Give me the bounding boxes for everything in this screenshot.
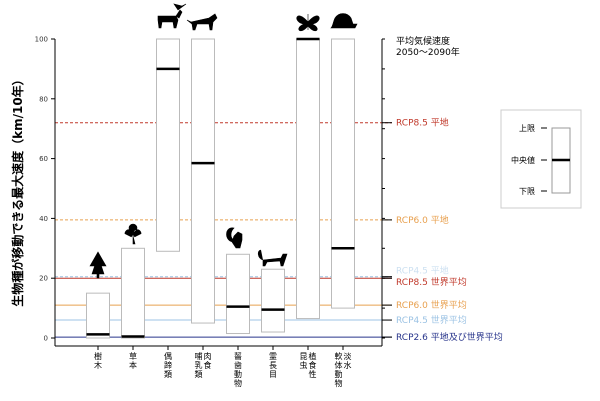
monkey-icon [257,249,288,267]
category-label-glyph: 食 [204,360,212,370]
boxes [86,37,355,339]
category-label-glyph: 体 [335,360,343,370]
category-label-5: 霊長目 [269,352,277,379]
category-label-glyph: 物 [335,378,343,388]
y-tick-label: 20 [39,275,48,283]
box-3 [191,38,215,324]
category-label-1: 草本 [129,351,137,370]
box-4 [226,253,250,335]
y-tick-label: 40 [39,215,48,223]
category-label-glyph: 昆 [300,352,308,361]
category-label-0: 樹木 [94,351,102,370]
tree-icon [89,251,107,279]
category-label-glyph: 草 [129,351,137,361]
category-label-glyph: 乳 [195,360,203,370]
category-label-glyph: 植 [309,351,317,361]
y-axis-label: 生物種が移動できる最大速度（km/10年） [10,73,25,306]
wolf-icon [186,13,218,31]
category-label-glyph: 木 [94,360,102,370]
category-label-glyph: 水 [344,360,352,370]
category-label-glyph: 類 [164,369,172,379]
category-label-glyph: 動 [234,370,242,379]
category-label-glyph: 哺 [195,351,203,361]
category-label-glyph: 樹 [94,351,102,361]
category-label-glyph: 長 [269,361,277,370]
reference-label-2: RCP4.5 平地 [396,265,449,277]
box-2 [156,38,180,252]
category-icons [89,3,358,279]
category-label-glyph: 本 [129,360,137,370]
clover-icon [124,223,142,245]
reference-label-4: RCP6.0 世界平均 [396,299,467,311]
reference-label-5: RCP4.5 世界平均 [396,314,467,326]
category-label-glyph: 虫 [300,360,308,370]
category-label-glyph: 偶 [164,351,172,361]
y-tick-label: 60 [39,155,48,163]
butterfly-icon [296,14,320,32]
category-label-glyph: 齧 [234,351,242,361]
squirrel-icon [226,227,243,249]
legend-lower-label: 下限 [519,187,535,196]
category-label-glyph: 類 [195,369,203,379]
reference-label-6: RCP2.6 平地及び世界平均 [396,331,503,343]
reference-label-1: RCP6.0 平地 [396,214,449,226]
right-title-line2: 2050〜2090年 [396,46,460,58]
category-label-glyph: 蹄 [164,360,172,370]
category-label-glyph: 歯 [234,360,242,370]
legend: 上限 中央値 下限 [500,109,582,209]
reference-label-3: RCP8.5 世界平均 [396,276,467,288]
category-label-glyph: 霊 [269,352,277,361]
y-axis: 0 20 40 60 80 100 [35,36,382,347]
category-label-glyph: 目 [269,370,277,379]
box-5 [261,268,285,333]
right-title-line1: 平均気候速度 [396,35,450,47]
category-label-glyph: 食 [309,360,317,370]
moose-icon [157,3,187,29]
category-label-glyph: 淡 [344,352,352,361]
y-tick-label: 100 [35,36,48,44]
y-tick-label: 80 [39,95,48,103]
category-label-glyph: 動 [335,370,343,379]
box-7 [331,38,355,309]
y-tick-label: 0 [44,335,48,343]
legend-median-label: 中央値 [511,155,535,165]
box-6 [296,38,320,320]
snail-icon [330,13,358,29]
category-label-2: 偶蹄類 [164,351,172,379]
legend-upper-label: 上限 [519,124,535,133]
category-label-glyph: 肉 [204,351,212,361]
box-1 [121,247,145,339]
category-label-glyph: 性 [309,369,317,379]
reference-label-0: RCP8.5 平地 [396,117,449,129]
box-0 [86,292,110,339]
category-label-glyph: 物 [234,378,242,388]
category-label-glyph: 軟 [335,351,343,361]
